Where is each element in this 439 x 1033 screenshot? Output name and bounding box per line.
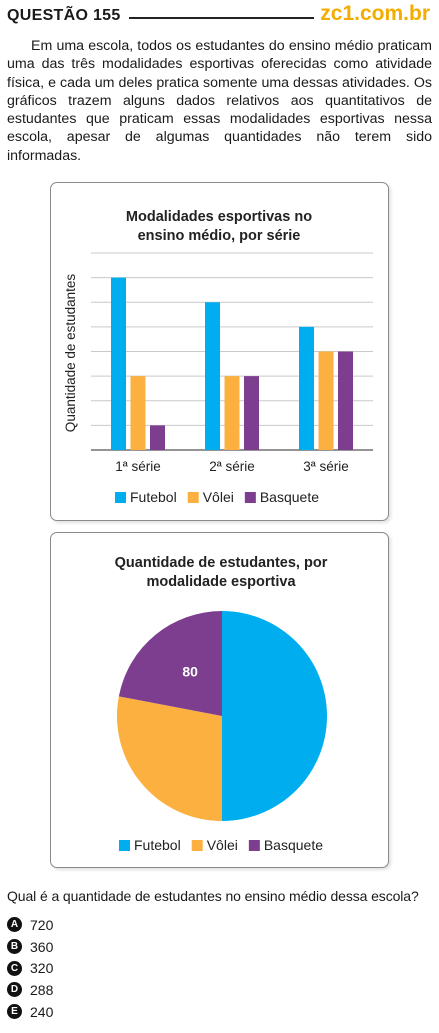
pie-chart-title: Quantidade de estudantes, por: [115, 555, 328, 571]
option-c[interactable]: C 320: [7, 957, 53, 979]
pie-slice-vôlei: [117, 696, 222, 821]
option-a[interactable]: A 720: [7, 914, 53, 936]
x-tick-label: 1ª série: [115, 459, 161, 474]
option-letter-badge: D: [7, 982, 22, 998]
option-value: 320: [30, 960, 54, 977]
legend-swatch: [115, 492, 126, 503]
bar-futebol: [111, 277, 126, 450]
option-e[interactable]: E 240: [7, 1001, 53, 1023]
pie-chart-card: Quantidade de estudantes, por modalidade …: [50, 532, 389, 868]
bar-chart: Modalidades esportivas no ensino médio, p…: [63, 209, 373, 505]
pie-chart: Quantidade de estudantes, por modalidade …: [115, 555, 328, 853]
bar-basquete: [150, 425, 165, 450]
pie-slice-basquete: [118, 611, 222, 716]
option-b[interactable]: B 360: [7, 936, 53, 958]
option-value: 720: [30, 916, 54, 933]
legend-label: Basquete: [260, 489, 319, 505]
option-letter-badge: A: [7, 917, 22, 933]
legend-swatch: [244, 492, 256, 503]
pie-chart-title: modalidade esportiva: [146, 574, 296, 590]
statement-text: Em uma escola, todos os estudantes do en…: [7, 38, 432, 164]
bar-basquete: [338, 351, 353, 450]
bar-chart-card: Modalidades esportivas no ensino médio, p…: [50, 182, 389, 521]
bar-vôlei: [130, 376, 146, 450]
legend-label: Vôlei: [203, 489, 234, 505]
bar-chart-title: Modalidades esportivas no: [126, 209, 312, 225]
question-header: QUESTÃO 155 zc1.com.br: [7, 2, 432, 28]
bar-basquete: [244, 376, 259, 450]
pie-slice-futebol: [222, 611, 327, 821]
legend-label: Vôlei: [207, 837, 238, 853]
bar-vôlei: [224, 376, 240, 450]
option-letter-badge: E: [7, 1004, 22, 1020]
question-statement: Em uma escola, todos os estudantes do en…: [7, 37, 432, 165]
legend-label: Futebol: [130, 489, 177, 505]
answer-options: A 720 B 360 C 320 D 288 E 240: [7, 914, 53, 1022]
legend-swatch: [248, 840, 260, 851]
x-tick-label: 2ª série: [209, 459, 255, 474]
bar-vôlei: [318, 351, 334, 450]
option-value: 288: [30, 981, 54, 998]
legend-label: Basquete: [264, 837, 323, 853]
question-title: QUESTÃO 155: [7, 7, 121, 24]
legend-swatch: [119, 840, 130, 851]
bar-futebol: [205, 302, 220, 450]
option-letter-badge: C: [7, 960, 22, 976]
option-letter-badge: B: [7, 939, 22, 955]
option-value: 360: [30, 938, 54, 955]
bar-futebol: [299, 326, 314, 450]
x-tick-label: 3ª série: [303, 459, 349, 474]
question-prompt: Qual é a quantidade de estudantes no ens…: [7, 888, 419, 904]
header-rule: [129, 17, 314, 19]
site-watermark: zc1.com.br: [320, 2, 430, 25]
legend-label: Futebol: [134, 837, 181, 853]
bar-chart-title: ensino médio, por série: [138, 228, 301, 244]
option-d[interactable]: D 288: [7, 979, 53, 1001]
y-axis-label: Quantidade de estudantes: [63, 274, 78, 433]
legend-swatch: [187, 492, 199, 503]
option-value: 240: [30, 1003, 54, 1020]
legend-swatch: [191, 840, 203, 851]
pie-data-label: 80: [182, 664, 198, 680]
